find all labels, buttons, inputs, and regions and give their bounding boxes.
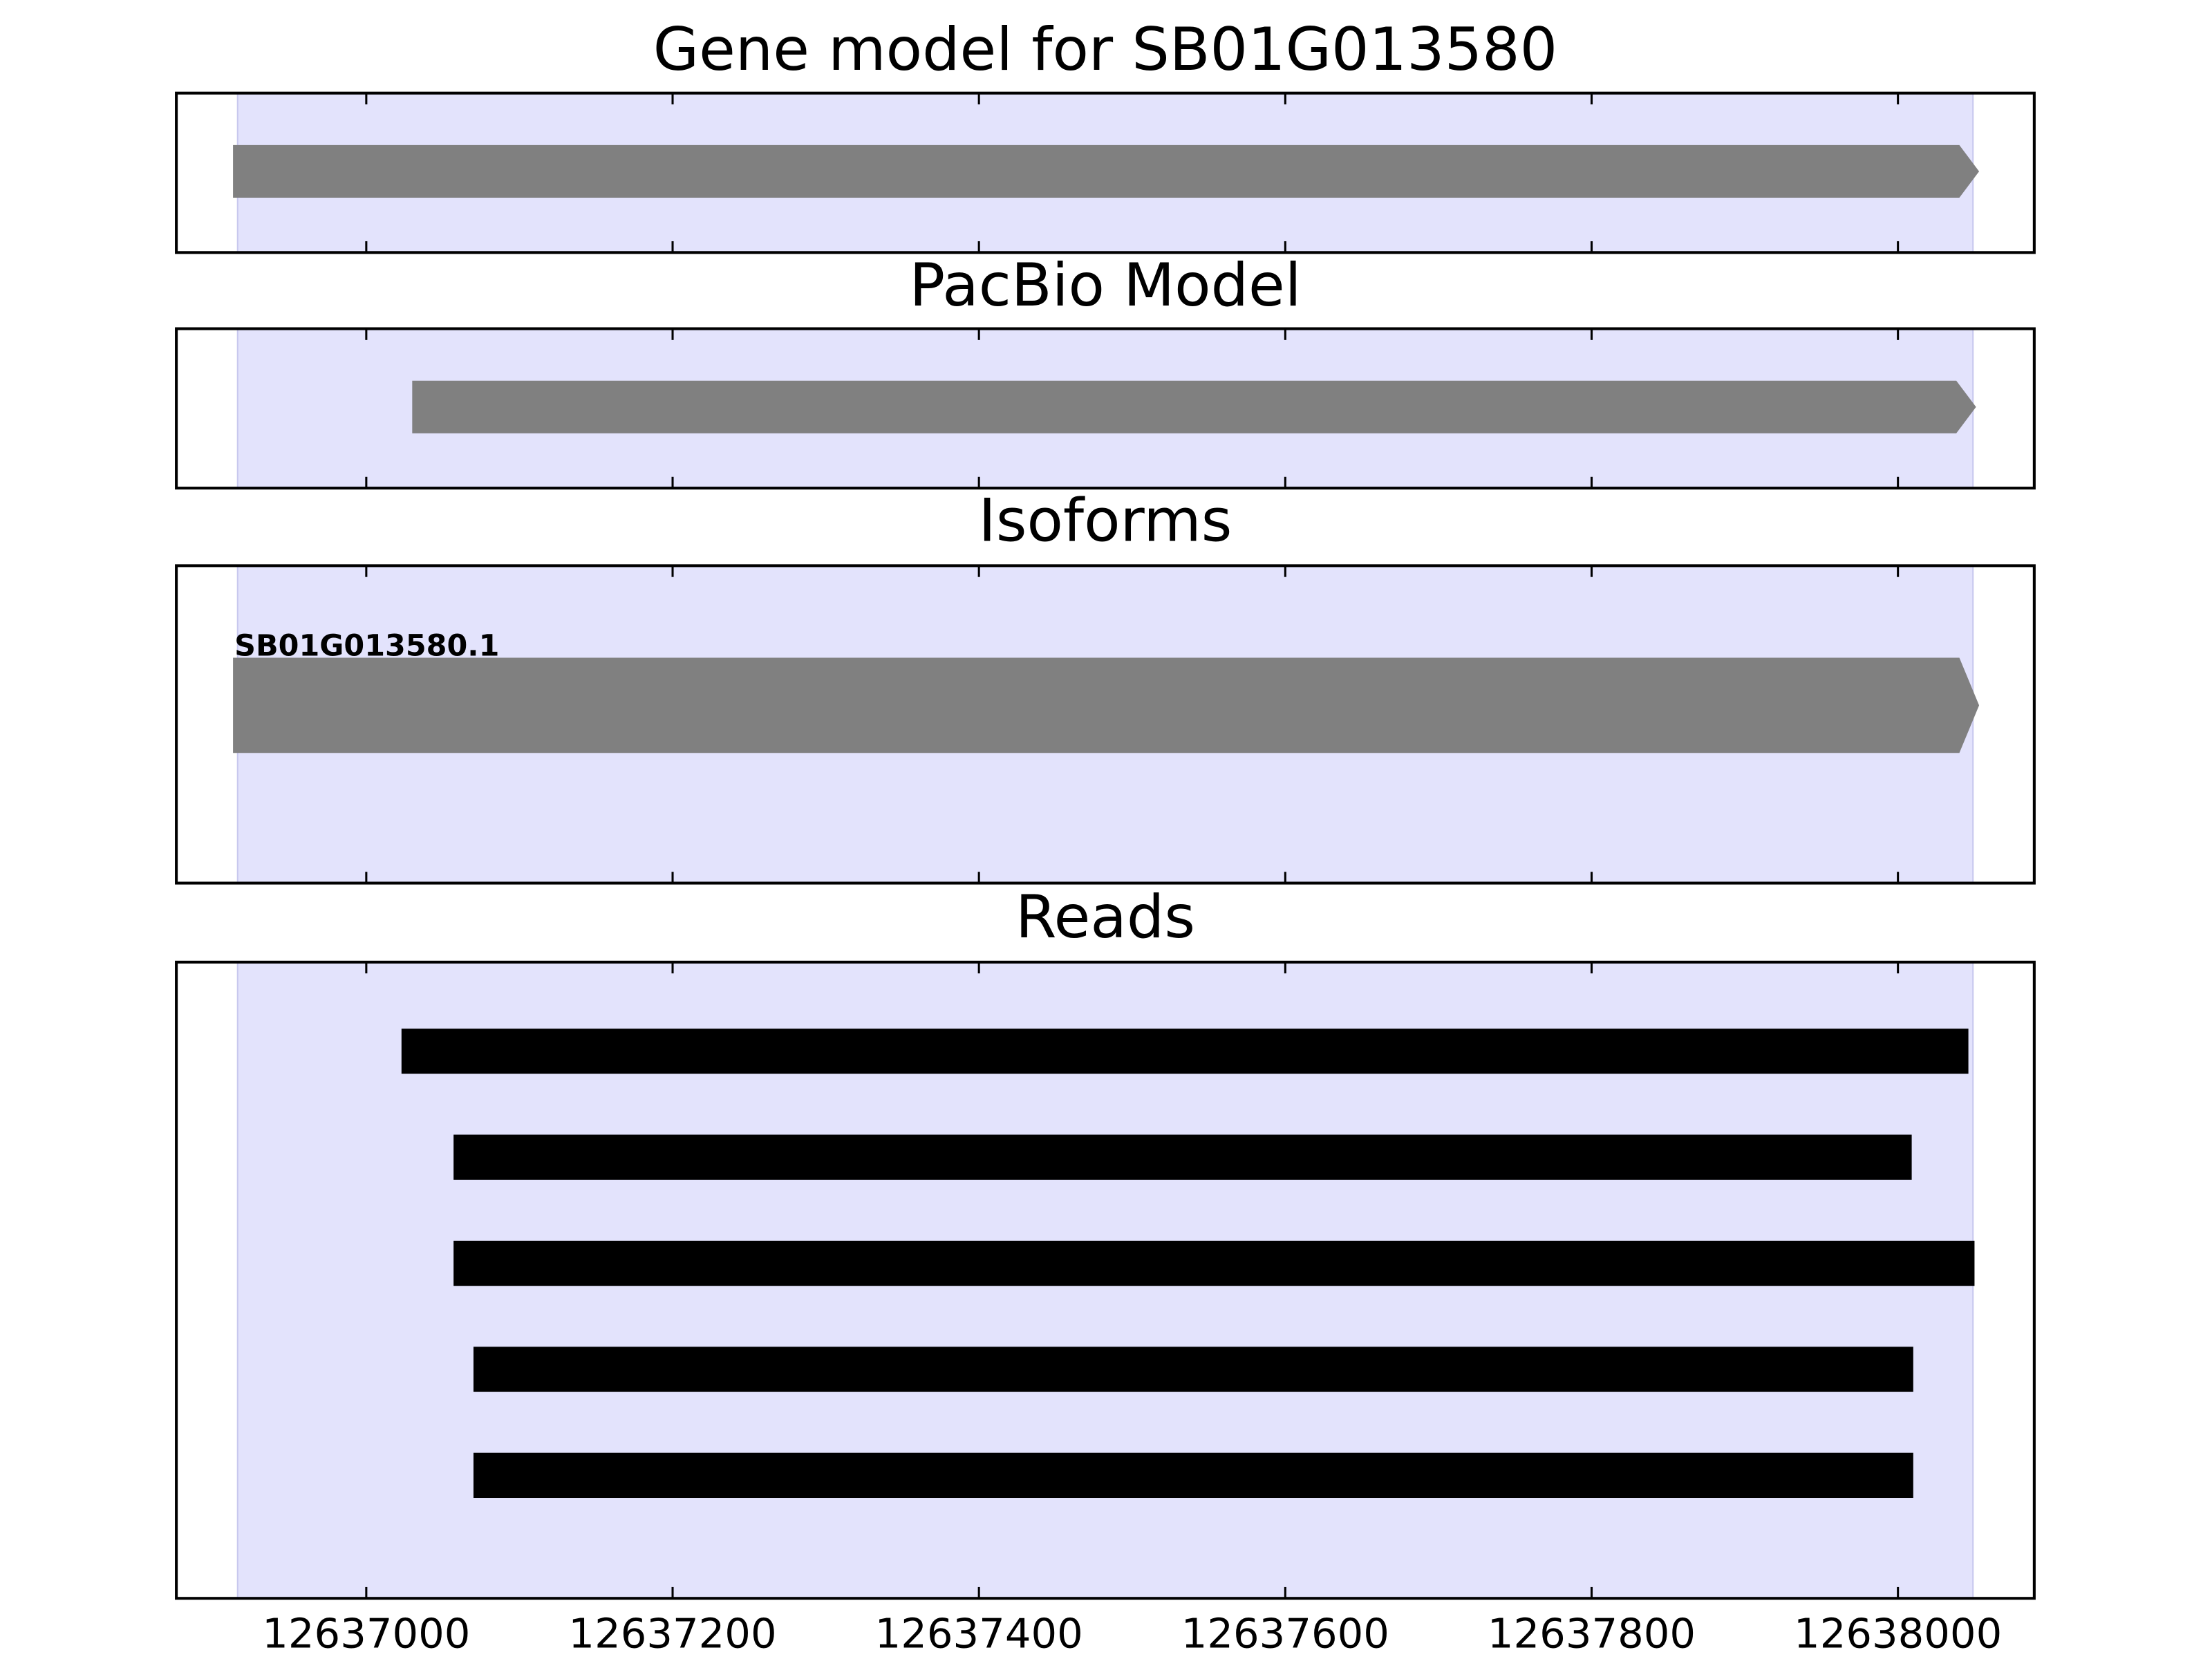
x-tick-label: 12637800 — [1488, 1609, 1696, 1657]
panel-frame — [175, 91, 2036, 254]
panel-frame — [175, 327, 2036, 490]
panel-title: PacBio Model — [909, 251, 1301, 320]
panel-title: Isoforms — [979, 487, 1232, 556]
gene-feature — [233, 657, 1980, 753]
read — [473, 1452, 1913, 1499]
panel-frame — [175, 564, 2036, 885]
x-tick-label: 12637000 — [262, 1609, 470, 1657]
read — [473, 1347, 1913, 1392]
x-tick-label: 12637600 — [1181, 1609, 1389, 1657]
panel-title: Gene model for SB01G013580 — [653, 15, 1557, 84]
read — [453, 1240, 1975, 1286]
panel-frame — [175, 960, 2036, 1600]
gene-feature — [412, 380, 1976, 433]
read — [453, 1134, 1912, 1180]
gene-feature — [233, 144, 1980, 198]
x-tick-label: 12637200 — [568, 1609, 776, 1657]
panel-title: Reads — [1015, 883, 1195, 952]
x-tick-label: 12638000 — [1794, 1609, 2002, 1657]
x-tick-label: 12637400 — [875, 1609, 1083, 1657]
isoform-label: SB01G013580.1 — [234, 629, 499, 664]
read — [401, 1029, 1969, 1074]
